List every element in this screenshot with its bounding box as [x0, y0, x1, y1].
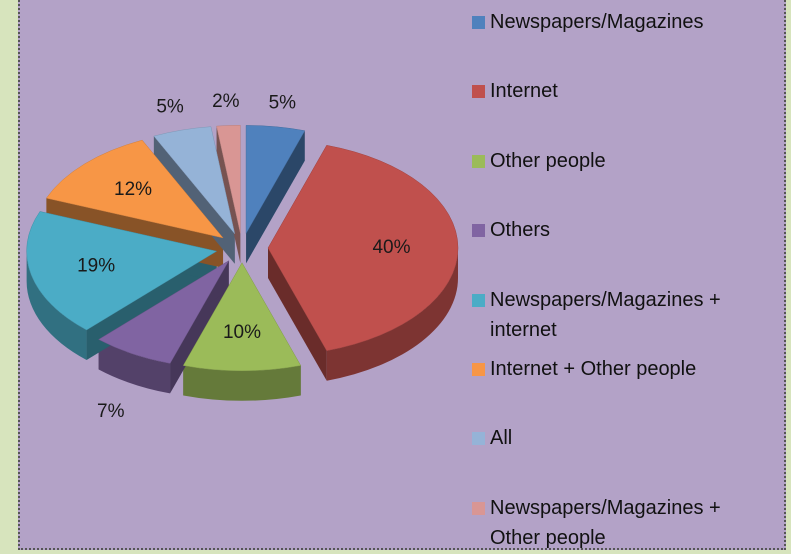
legend-swatch — [472, 501, 485, 515]
slice-edge — [183, 365, 301, 401]
slice-side — [216, 126, 241, 264]
legend-swatch — [472, 224, 485, 238]
legend-label: Internet + Other people — [490, 358, 697, 380]
slice — [216, 124, 241, 234]
legend-entry: Newspapers/Magazines — [472, 7, 772, 37]
legend-label: All — [490, 427, 513, 450]
legend-label: Other people — [490, 149, 606, 172]
legend-swatch — [472, 85, 485, 99]
legend-entry: Internet + Other people — [472, 354, 772, 384]
slice — [267, 145, 459, 351]
slice — [45, 139, 224, 239]
data-label: 7% — [97, 401, 125, 422]
legend-swatch — [472, 16, 485, 29]
data-label: 2% — [212, 91, 240, 112]
legend-label: Newspapers/Magazines + Other people — [490, 496, 721, 549]
data-label: 12% — [114, 179, 152, 200]
slice-side — [268, 248, 327, 381]
legend-entry: Internet — [472, 76, 772, 106]
slice-side — [246, 130, 305, 264]
slice — [245, 125, 306, 235]
legend-entry: Newspapers/Magazines + Other people — [472, 493, 772, 553]
data-label: 5% — [156, 96, 184, 117]
legend-swatch — [472, 154, 485, 168]
legend-swatch — [472, 293, 485, 307]
slice — [182, 262, 302, 371]
data-label: 40% — [372, 237, 410, 258]
legend-entry: Other people — [472, 146, 772, 176]
legend-swatch — [472, 363, 485, 376]
slice-edge — [326, 248, 459, 381]
legend-label: Internet — [490, 80, 558, 103]
legend-swatch — [472, 432, 485, 446]
legend-entry: All — [472, 423, 772, 453]
legend-entry: Newspapers/Magazines + internet — [472, 285, 772, 345]
slice — [98, 260, 230, 364]
data-label: 10% — [223, 322, 261, 343]
slice-tops — [26, 124, 459, 371]
legend-entry: Others — [472, 215, 772, 245]
slice-edge — [98, 339, 171, 394]
slice-edge — [26, 251, 87, 360]
slice — [153, 126, 235, 234]
data-label: 5% — [269, 92, 297, 113]
legend-label: Newspapers/Magazines + internet — [490, 288, 721, 341]
legend-label: Others — [490, 219, 551, 242]
data-label: 19% — [77, 256, 115, 277]
legend-label: Newspapers/Magazines — [490, 11, 704, 33]
slice — [26, 211, 218, 331]
